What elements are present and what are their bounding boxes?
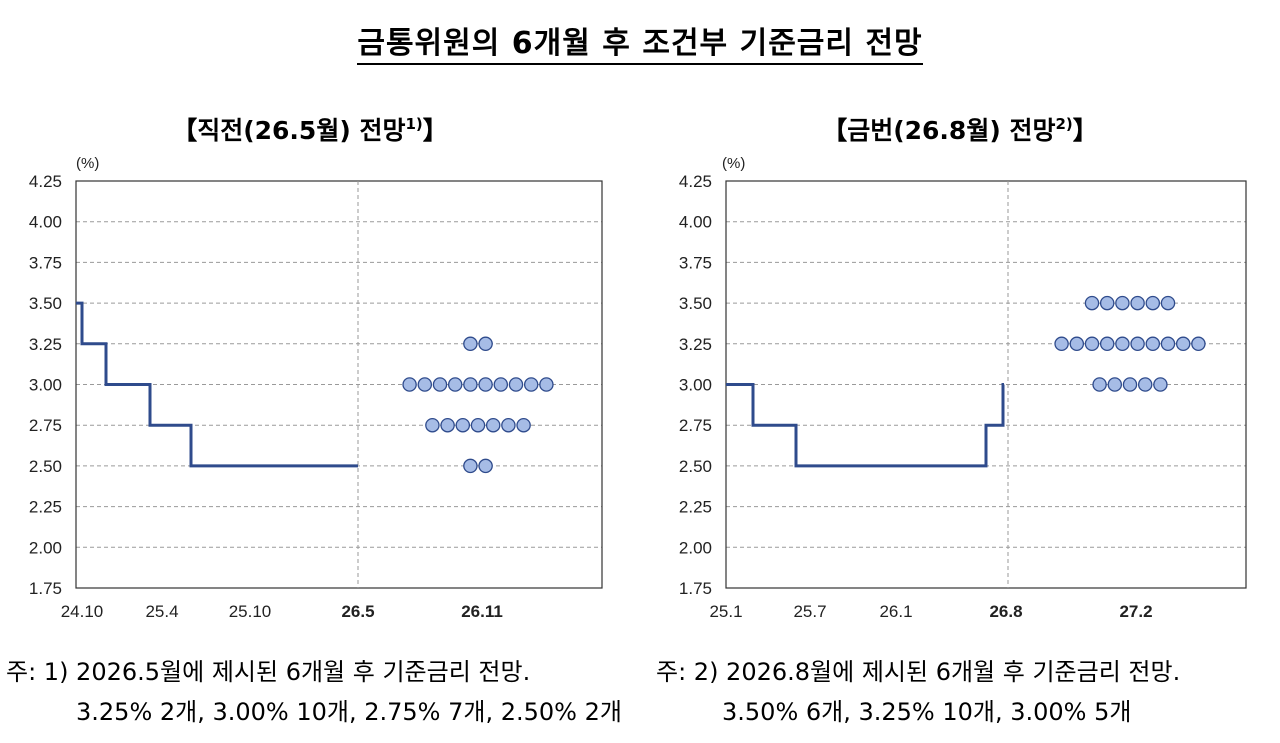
panel-title: 【금번(26.8월) 전망2)】 <box>822 115 1098 145</box>
footnote-line2: 3.25% 2개, 3.00% 10개, 2.75% 7개, 2.50% 2개 <box>76 698 622 726</box>
x-tick-label: 25.4 <box>145 602 178 621</box>
forecast-dot <box>1153 377 1168 392</box>
forecast-dot <box>485 417 501 433</box>
forecast-dot <box>1145 295 1161 311</box>
policy-rate-step-line <box>726 383 1005 468</box>
forecast-dot <box>1084 295 1100 311</box>
forecast-dot <box>1092 377 1107 392</box>
forecast-dot <box>1160 336 1176 352</box>
panel-previous-forecast: 【직전(26.5월) 전망1)】 (%) 4.25 4.00 3.75 3.50 3.25 3… <box>29 115 603 621</box>
y-tick-label: 1.75 <box>679 579 712 598</box>
y-tick-label: 3.75 <box>679 253 712 272</box>
plot-frame <box>75 180 603 589</box>
forecast-dot <box>1115 295 1130 311</box>
y-unit-label: (%) <box>76 155 99 172</box>
panel-title-footnote-mark: 1) <box>405 115 422 133</box>
forecast-dot <box>1137 377 1153 392</box>
y-tick-label: 3.50 <box>29 294 62 313</box>
y-tick-label: 2.00 <box>29 538 62 557</box>
y-tick-label: 4.00 <box>679 213 712 232</box>
forecast-dot <box>478 377 493 392</box>
x-tick-label: 25.1 <box>709 602 742 621</box>
y-tick-label: 4.25 <box>29 172 62 191</box>
y-tick-label: 2.75 <box>679 416 712 435</box>
y-tick-label: 2.25 <box>679 498 712 517</box>
panel-title-bracket: 】 <box>1073 116 1098 145</box>
forecast-dot <box>1084 336 1100 352</box>
forecast-dot <box>1099 336 1115 352</box>
forecast-dot <box>1122 377 1138 392</box>
y-tick-label: 3.50 <box>679 294 712 313</box>
footnotes: 주: 1) 2026.5월에 제시된 6개월 후 기준금리 전망. 3.25% 2… <box>6 658 1180 726</box>
footnote-line2: 3.50% 6개, 3.25% 10개, 3.00% 5개 <box>722 698 1131 726</box>
y-tick-label: 2.50 <box>29 457 62 476</box>
forecast-dot <box>447 377 463 392</box>
forecast-dot <box>1160 295 1176 311</box>
panel-title: 【직전(26.5월) 전망1)】 <box>172 115 448 145</box>
forecast-dot <box>501 417 516 433</box>
forecast-dot <box>425 417 440 433</box>
x-tick-label: 25.7 <box>793 602 826 621</box>
forecast-dot <box>478 336 493 352</box>
forecast-dot <box>417 377 433 392</box>
forecast-dot <box>455 417 471 433</box>
forecast-dot <box>478 458 493 474</box>
panel-title-main: 【금번(26.8월) 전망 <box>822 116 1055 145</box>
forecast-dot <box>516 417 531 433</box>
forecast-dot <box>402 377 417 392</box>
y-tick-label: 3.00 <box>679 376 712 395</box>
panel-title-main: 【직전(26.5월) 전망 <box>172 116 405 145</box>
x-tick-label: 26.1 <box>879 602 912 621</box>
main-title-text: 금통위원의 6개월 후 조건부 기준금리 전망 <box>357 26 923 65</box>
forecast-dot <box>493 377 509 392</box>
forecast-dot <box>1069 336 1085 352</box>
panel-title-footnote-mark: 2) <box>1055 115 1072 133</box>
y-tick-label: 3.25 <box>29 335 62 354</box>
forecast-dot <box>440 417 455 433</box>
forecast-dot <box>463 377 478 392</box>
y-tick-label: 4.25 <box>679 172 712 191</box>
y-tick-label: 2.75 <box>29 416 62 435</box>
footnote-line1: 주: 1) 2026.5월에 제시된 6개월 후 기준금리 전망. <box>6 658 530 686</box>
y-tick-label: 1.75 <box>29 579 62 598</box>
y-tick-label: 2.50 <box>679 457 712 476</box>
forecast-dot <box>432 377 448 392</box>
policy-rate-step-line <box>76 301 358 468</box>
forecast-dot <box>539 377 554 392</box>
forecast-dot <box>1175 336 1191 352</box>
x-tick-label: 26.5 <box>341 602 374 621</box>
y-tick-label: 3.00 <box>29 376 62 395</box>
footnote-line1: 주: 2) 2026.8월에 제시된 6개월 후 기준금리 전망. <box>656 658 1180 686</box>
forecast-dot <box>1107 377 1123 392</box>
forecast-dot <box>470 417 486 433</box>
forecast-dot <box>1054 336 1069 352</box>
main-title: 금통위원의 6개월 후 조건부 기준금리 전망 <box>0 18 1280 65</box>
y-tick-label: 3.75 <box>29 253 62 272</box>
y-unit-label: (%) <box>722 155 745 172</box>
y-tick-label: 4.00 <box>29 213 62 232</box>
y-tick-label: 2.25 <box>29 498 62 517</box>
x-tick-label: 24.10 <box>61 602 104 621</box>
panel-current-forecast: 【금번(26.8월) 전망2)】 (%) 4.25 4.00 3.75 3.50 3.25 3… <box>679 115 1247 621</box>
forecast-dot <box>1130 295 1145 311</box>
x-tick-label: 25.10 <box>229 602 272 621</box>
y-tick-label: 2.00 <box>679 538 712 557</box>
forecast-dot <box>508 377 524 392</box>
forecast-dot <box>1191 336 1206 352</box>
forecast-dot <box>463 336 478 352</box>
forecast-dot <box>1099 295 1115 311</box>
panel-title-bracket: 】 <box>423 116 448 145</box>
forecast-dot <box>523 377 539 392</box>
forecast-dot <box>1145 336 1161 352</box>
x-tick-label: 26.11 <box>461 602 503 621</box>
forecast-dot <box>463 458 478 474</box>
x-tick-label: 27.2 <box>1119 602 1152 621</box>
x-tick-label: 26.8 <box>989 602 1022 621</box>
forecast-dot <box>1115 336 1130 352</box>
forecast-dot <box>1130 336 1145 352</box>
y-tick-label: 3.25 <box>679 335 712 354</box>
